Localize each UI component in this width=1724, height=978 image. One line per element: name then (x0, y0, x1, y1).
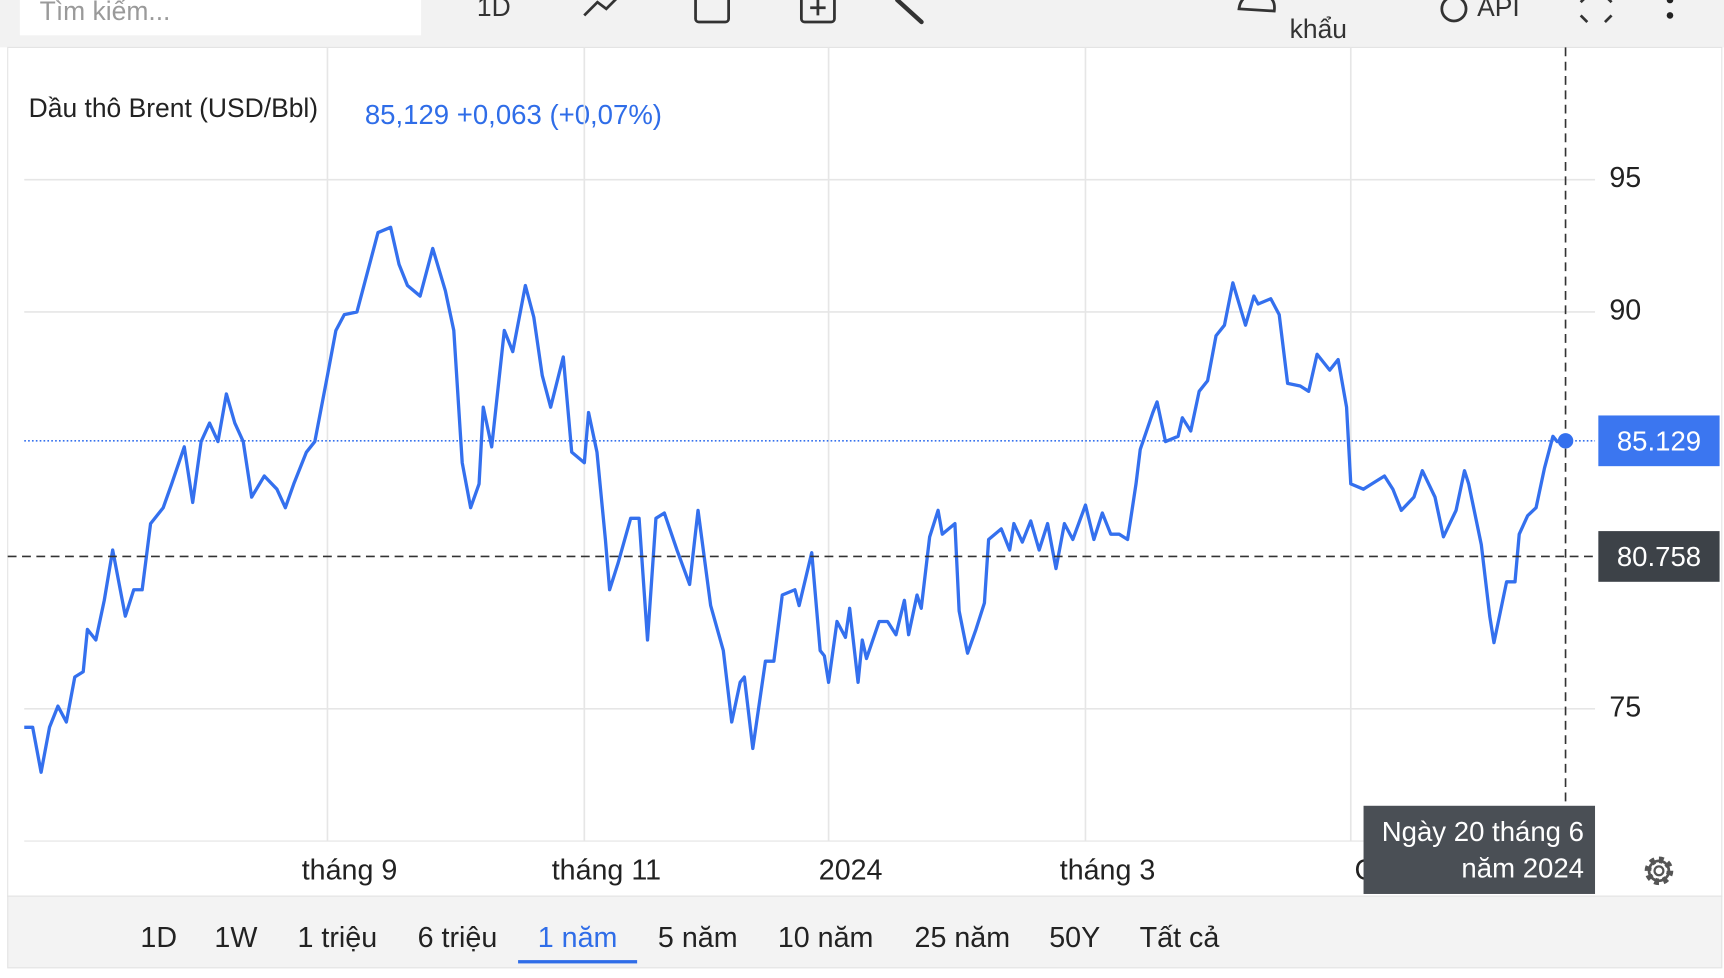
chart-frame (7, 46, 1723, 897)
range-button[interactable]: 10 năm (777, 920, 874, 954)
export-button[interactable]: khẩu (1290, 14, 1347, 44)
y-tick-label: 95 (1609, 162, 1641, 194)
range-button[interactable]: 1 năm (537, 920, 618, 954)
settings-icon[interactable] (1644, 856, 1674, 886)
x-tick-label: tháng 11 (552, 854, 661, 886)
crosshair-value: 80.758 (1617, 541, 1701, 572)
last-point (1557, 433, 1574, 449)
crosshair-date: Ngày 20 tháng 6 năm 2024 (1363, 805, 1596, 894)
y-tick-label: 90 (1609, 295, 1641, 327)
range-button[interactable]: 1D (140, 920, 178, 954)
line-icon[interactable] (583, 0, 618, 17)
interval-button[interactable]: 1D (477, 0, 511, 22)
x-tick-label: 2024 (819, 854, 883, 886)
range-bar (7, 895, 1723, 969)
range-button[interactable]: 50Y (1049, 920, 1101, 954)
search-placeholder[interactable]: Tìm kiếm... (40, 0, 171, 26)
last-price-tag (1598, 415, 1720, 467)
add-icon-plus (810, 0, 826, 16)
range-button[interactable]: 25 năm (914, 920, 1011, 954)
chart-title: Dầu thô Brent (USD/Bbl) (29, 93, 318, 123)
last-price-label: 85.129 (1617, 425, 1701, 456)
fullscreen-icon[interactable] (1579, 0, 1613, 24)
search-box[interactable] (19, 0, 422, 36)
calendar-icon[interactable] (694, 0, 730, 24)
range-button[interactable]: 1 triệu (297, 920, 378, 954)
y-tick-label: 75 (1609, 691, 1641, 723)
api-button[interactable]: API (1477, 0, 1520, 22)
range-button[interactable]: 6 triệu (417, 920, 498, 954)
x-tick-label: tháng 9 (302, 854, 398, 886)
x-tick-label: tháng 3 (1060, 854, 1156, 886)
range-button[interactable]: 5 năm (657, 920, 738, 954)
range-button[interactable]: Tất cả (1139, 920, 1220, 954)
active-underline (518, 960, 638, 964)
database-icon[interactable] (1440, 0, 1468, 23)
quote: 85,129 +0,063 (+0,07%) (365, 99, 662, 130)
download-icon[interactable] (1237, 0, 1276, 13)
price-line (24, 225, 1566, 774)
range-button[interactable]: 1W (214, 920, 258, 954)
tool-icon[interactable] (895, 0, 924, 25)
crosshair-tag (1598, 531, 1720, 582)
add-icon[interactable] (799, 0, 836, 24)
more-icon[interactable] (1666, 0, 1674, 19)
